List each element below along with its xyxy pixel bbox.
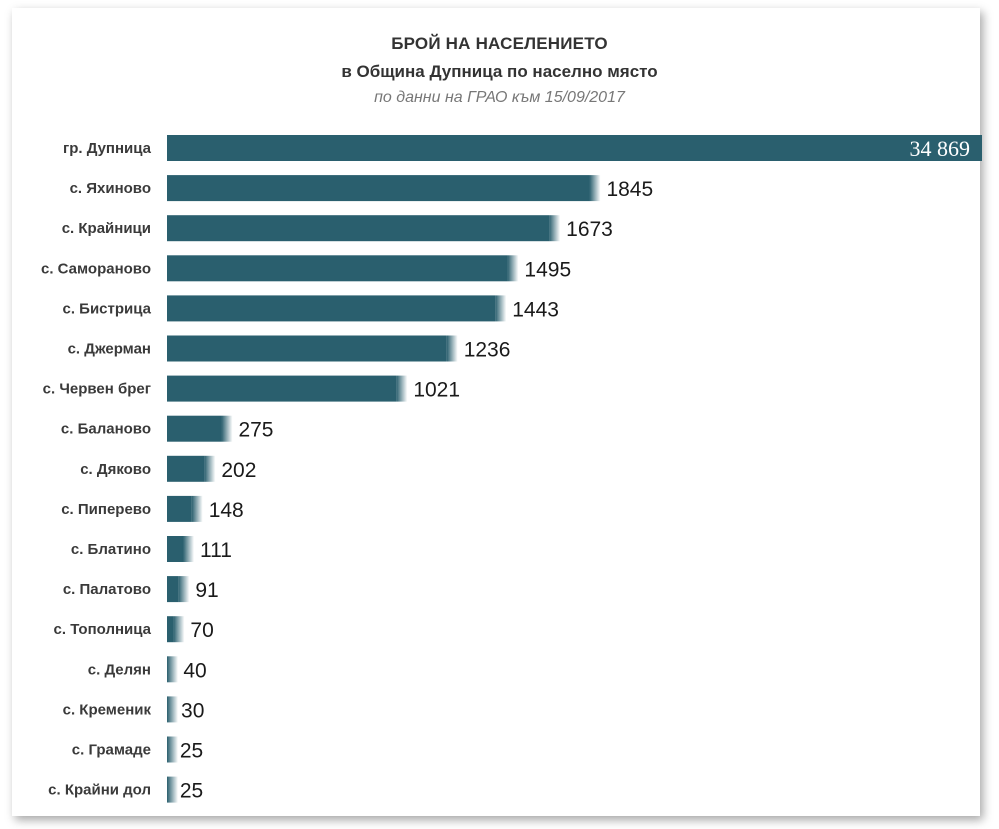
category-label: с. Пиперево <box>61 501 151 518</box>
bar-fade-edge <box>589 175 601 202</box>
value-label: 25 <box>180 780 203 803</box>
bar <box>167 295 496 322</box>
category-label: с. Крайници <box>62 220 151 237</box>
bar-fade-edge <box>167 776 178 803</box>
bar <box>167 135 982 161</box>
bar <box>167 175 590 202</box>
value-label: 40 <box>183 659 206 682</box>
category-label: гр. Дупница <box>63 140 152 157</box>
bar <box>167 215 550 242</box>
bars-group: гр. Дупница 34 869 с. Яхиново 1845 с. Крайни… <box>41 135 982 803</box>
bar <box>167 495 192 522</box>
value-label: 1236 <box>464 339 511 362</box>
category-label: с. Палатово <box>63 581 151 598</box>
bar-fade-edge <box>183 536 195 562</box>
bar <box>167 335 447 362</box>
value-label: 148 <box>209 499 244 522</box>
bar <box>167 375 397 402</box>
value-label: 1021 <box>413 379 460 402</box>
bar-fade-edge <box>446 335 458 362</box>
chart-source-note: по данни на ГРАО към 15/09/2017 <box>374 89 625 106</box>
category-label: с. Дяково <box>80 461 151 478</box>
bar <box>167 536 184 562</box>
category-label: с. Блатино <box>71 541 151 558</box>
value-label: 1443 <box>512 298 559 321</box>
chart-title: БРОЙ НА НАСЕЛЕНИЕТО <box>391 34 608 53</box>
bar-fade-edge <box>221 415 233 442</box>
category-label: с. Самораново <box>41 260 151 277</box>
category-label: с. Яхиново <box>70 180 151 197</box>
bar-fade-edge <box>167 656 178 683</box>
bar-fade-edge <box>167 696 178 723</box>
value-label: 111 <box>200 539 232 562</box>
value-label: 1495 <box>524 258 571 281</box>
value-label: 25 <box>180 740 203 763</box>
bar-fade-edge <box>178 576 190 603</box>
bar <box>167 576 179 603</box>
bar-fade-edge <box>167 736 178 763</box>
category-label: с. Баланово <box>61 421 151 438</box>
category-label: с. Бистрица <box>63 300 152 317</box>
bar-fade-edge <box>191 495 203 522</box>
value-label: 1673 <box>566 218 613 241</box>
chart-subtitle: в Община Дупница по населно място <box>341 62 658 81</box>
category-label: с. Джерман <box>68 341 151 358</box>
bar <box>167 616 174 643</box>
value-label: 275 <box>238 419 273 442</box>
bar-fade-edge <box>507 255 519 282</box>
value-label: 30 <box>181 699 204 722</box>
category-label: с. Делян <box>88 661 151 678</box>
category-label: с. Грамаде <box>72 742 151 759</box>
bar <box>167 255 508 282</box>
bar-fade-edge <box>204 455 216 482</box>
value-label: 202 <box>221 459 256 482</box>
bar-fade-edge <box>396 375 408 402</box>
bar-fade-edge <box>173 616 185 643</box>
bar <box>167 415 222 442</box>
value-label: 34 869 <box>910 136 971 161</box>
value-label: 1845 <box>606 178 653 201</box>
category-label: с. Червен брег <box>43 381 151 398</box>
bar <box>167 455 205 482</box>
value-label: 70 <box>190 619 213 642</box>
category-label: с. Кременик <box>63 701 152 718</box>
value-label: 91 <box>195 579 218 602</box>
bar-fade-edge <box>549 215 561 242</box>
category-label: с. Тополница <box>54 621 152 638</box>
category-label: с. Крайни дол <box>48 782 151 799</box>
bar-fade-edge <box>495 295 507 322</box>
